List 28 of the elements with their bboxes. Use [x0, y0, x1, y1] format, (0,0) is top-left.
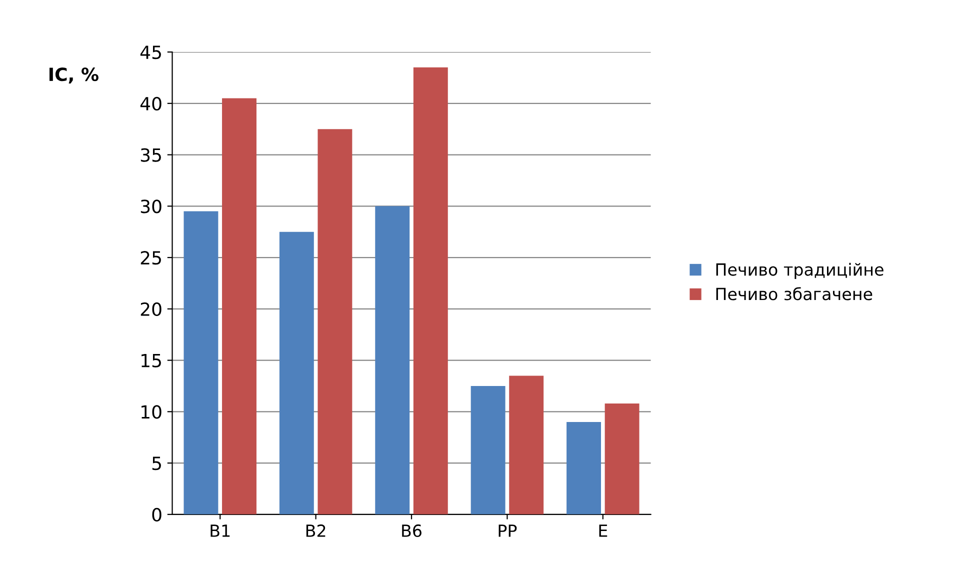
bar — [279, 232, 314, 514]
y-tick-label: 40 — [140, 96, 162, 111]
bar — [318, 129, 352, 514]
y-tick-label: 5 — [152, 456, 161, 470]
x-tick-label: B2 — [306, 524, 326, 537]
bar — [509, 376, 544, 514]
y-tick-label: 15 — [142, 354, 161, 368]
x-tick-label: B1 — [210, 524, 230, 537]
y-tick-label: 0 — [152, 508, 162, 522]
bar — [566, 422, 601, 514]
y-tick-label: 30 — [140, 200, 162, 214]
y-tick-label: 20 — [140, 302, 162, 316]
bar — [375, 206, 410, 514]
legend-label: Печиво збагачене — [716, 287, 872, 300]
bar — [184, 211, 218, 514]
bar — [222, 98, 256, 514]
y-tick-label: 25 — [140, 250, 161, 265]
bar — [470, 386, 506, 514]
x-tick-label: PP — [498, 524, 517, 537]
x-tick-label: E — [599, 524, 608, 537]
y-tick-label: 45 — [140, 46, 161, 60]
legend-label: Печиво традиційне — [716, 262, 884, 280]
y-tick-label: 10 — [142, 405, 162, 419]
x-tick-label: B6 — [402, 524, 422, 538]
y-tick-label: 35 — [140, 148, 161, 162]
bar — [413, 67, 448, 514]
bar — [604, 403, 640, 514]
y-axis-title: IC, % — [50, 68, 98, 84]
